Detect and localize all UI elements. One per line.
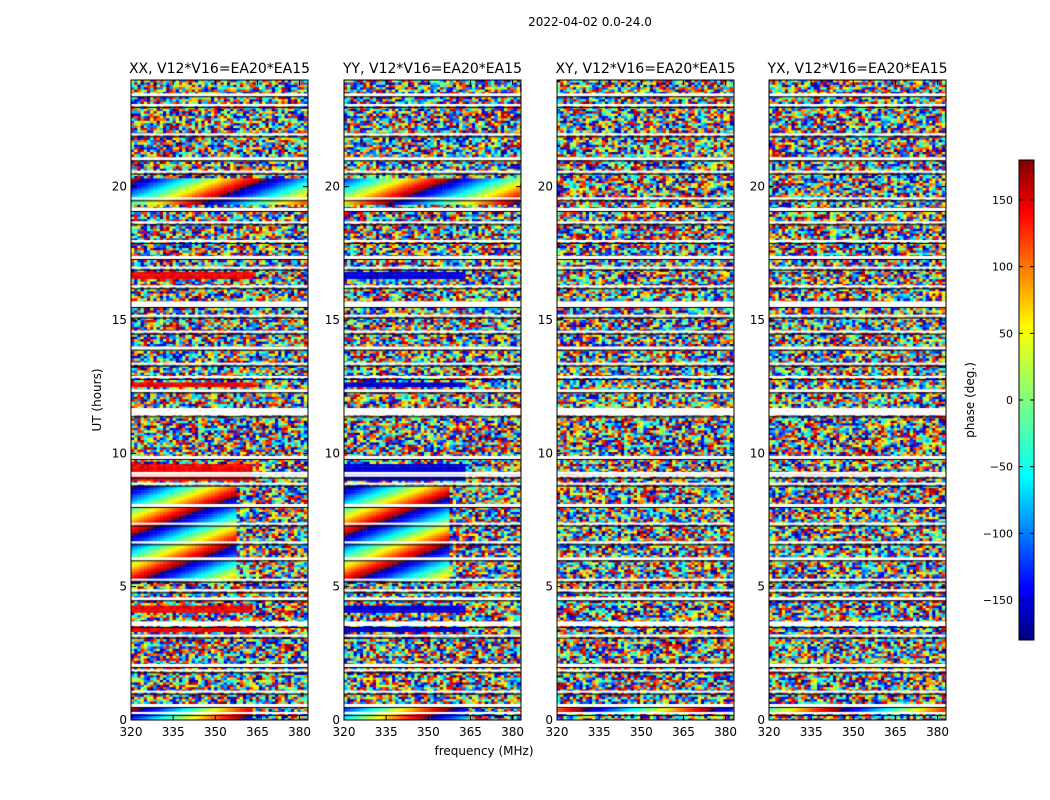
y-axis-label: UT (hours) xyxy=(90,368,104,431)
x-tick-label: 320 xyxy=(333,725,356,739)
panel-4: YX, V12*V16=EA20*EA15 320 335 350 365 380 0 5 10… xyxy=(750,61,949,739)
y-tick-label: 10 xyxy=(112,446,127,460)
colorbar-tick-label: 100 xyxy=(992,261,1013,274)
panel-title: XX, V12*V16=EA20*EA15 xyxy=(129,61,310,77)
phase-heatmap-canvas xyxy=(557,80,734,720)
colorbar-tick-label: 0 xyxy=(1006,394,1013,407)
x-tick-label: 335 xyxy=(588,725,611,739)
phase-heatmap xyxy=(344,80,521,720)
y-tick-label: 20 xyxy=(538,180,553,194)
x-tick-label: 365 xyxy=(246,725,269,739)
x-axis-label: frequency (MHz) xyxy=(434,744,533,758)
x-tick-label: 350 xyxy=(630,725,653,739)
y-tick-label: 15 xyxy=(750,313,765,327)
y-tick-label: 0 xyxy=(757,713,765,727)
colorbar-tick-label: −100 xyxy=(983,527,1013,540)
colorbar-label: phase (deg.) xyxy=(963,362,977,438)
panel-title: YY, V12*V16=EA20*EA15 xyxy=(342,61,522,77)
panel-frame xyxy=(130,79,309,721)
x-tick-label: 350 xyxy=(417,725,440,739)
y-tick-label: 0 xyxy=(332,713,340,727)
x-tick-label: 320 xyxy=(546,725,569,739)
x-tick-label: 320 xyxy=(758,725,781,739)
y-tick-label: 20 xyxy=(112,180,127,194)
y-tick-label: 5 xyxy=(757,580,765,594)
x-tick-label: 380 xyxy=(501,725,524,739)
x-tick-label: 365 xyxy=(672,725,695,739)
x-tick-label: 380 xyxy=(926,725,949,739)
x-tick-label: 350 xyxy=(842,725,865,739)
panel-3: XY, V12*V16=EA20*EA15 320 335 350 365 380 0 5 10… xyxy=(538,61,737,739)
figure-title: 2022-04-02 0.0-24.0 xyxy=(528,15,652,29)
y-tick-label: 5 xyxy=(545,580,553,594)
phase-heatmap-canvas xyxy=(131,80,308,720)
phase-heatmap xyxy=(131,80,308,720)
colorbar-tick-label: 50 xyxy=(999,327,1013,340)
x-tick-label: 320 xyxy=(120,725,143,739)
phase-heatmap xyxy=(769,80,946,720)
panel-frame xyxy=(768,79,947,721)
panel-frame xyxy=(343,79,522,721)
x-tick-label: 380 xyxy=(288,725,311,739)
panel-title: YX, V12*V16=EA20*EA15 xyxy=(766,61,947,77)
y-tick-label: 0 xyxy=(119,713,127,727)
y-tick-label: 20 xyxy=(750,180,765,194)
colorbar-tick-label: −50 xyxy=(990,461,1013,474)
panel-frame xyxy=(556,79,735,721)
x-tick-label: 350 xyxy=(204,725,227,739)
x-tick-label: 365 xyxy=(884,725,907,739)
colorbar-tick-label: 150 xyxy=(992,194,1013,207)
x-tick-label: 365 xyxy=(459,725,482,739)
panel-1: XX, V12*V16=EA20*EA15 320 335 350 365 380 0 5 10… xyxy=(112,61,311,739)
y-tick-label: 15 xyxy=(325,313,340,327)
y-tick-label: 10 xyxy=(750,446,765,460)
panel-title: XY, V12*V16=EA20*EA15 xyxy=(555,61,735,77)
y-tick-label: 10 xyxy=(538,446,553,460)
x-tick-label: 335 xyxy=(375,725,398,739)
x-tick-label: 380 xyxy=(714,725,737,739)
phase-heatmap xyxy=(557,80,734,720)
colorbar: −150 −100 −50 0 50 100 150 phase (deg.) xyxy=(963,159,1035,641)
y-tick-label: 10 xyxy=(325,446,340,460)
y-tick-label: 5 xyxy=(332,580,340,594)
x-tick-label: 335 xyxy=(800,725,823,739)
phase-heatmap-canvas xyxy=(769,80,946,720)
phase-heatmap-canvas xyxy=(344,80,521,720)
y-tick-label: 0 xyxy=(545,713,553,727)
y-tick-label: 15 xyxy=(538,313,553,327)
panel-2: YY, V12*V16=EA20*EA15 320 335 350 365 380 0 5 10… xyxy=(325,61,524,739)
x-tick-label: 335 xyxy=(162,725,185,739)
colorbar-tick-label: −150 xyxy=(983,594,1013,607)
y-tick-label: 5 xyxy=(119,580,127,594)
y-tick-label: 15 xyxy=(112,313,127,327)
y-tick-label: 20 xyxy=(325,180,340,194)
